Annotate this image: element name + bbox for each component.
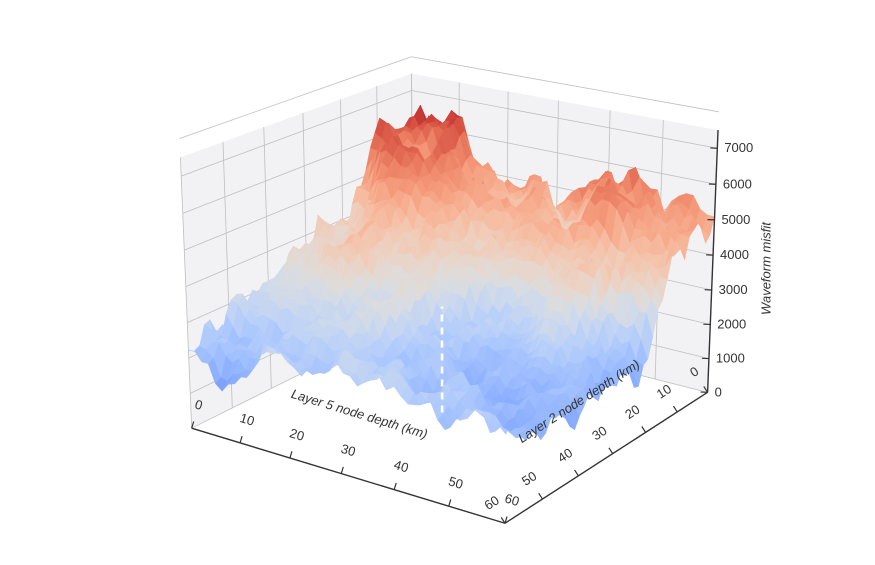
svg-text:4000: 4000 (720, 247, 749, 262)
svg-text:1000: 1000 (716, 351, 745, 366)
svg-text:7000: 7000 (724, 140, 753, 155)
svg-text:6000: 6000 (723, 176, 752, 191)
svg-text:Waveform misfit: Waveform misfit (758, 221, 773, 315)
svg-text:3000: 3000 (719, 282, 748, 297)
svg-text:0: 0 (715, 384, 722, 399)
svg-text:5000: 5000 (721, 212, 750, 227)
svg-text:2000: 2000 (717, 316, 746, 331)
